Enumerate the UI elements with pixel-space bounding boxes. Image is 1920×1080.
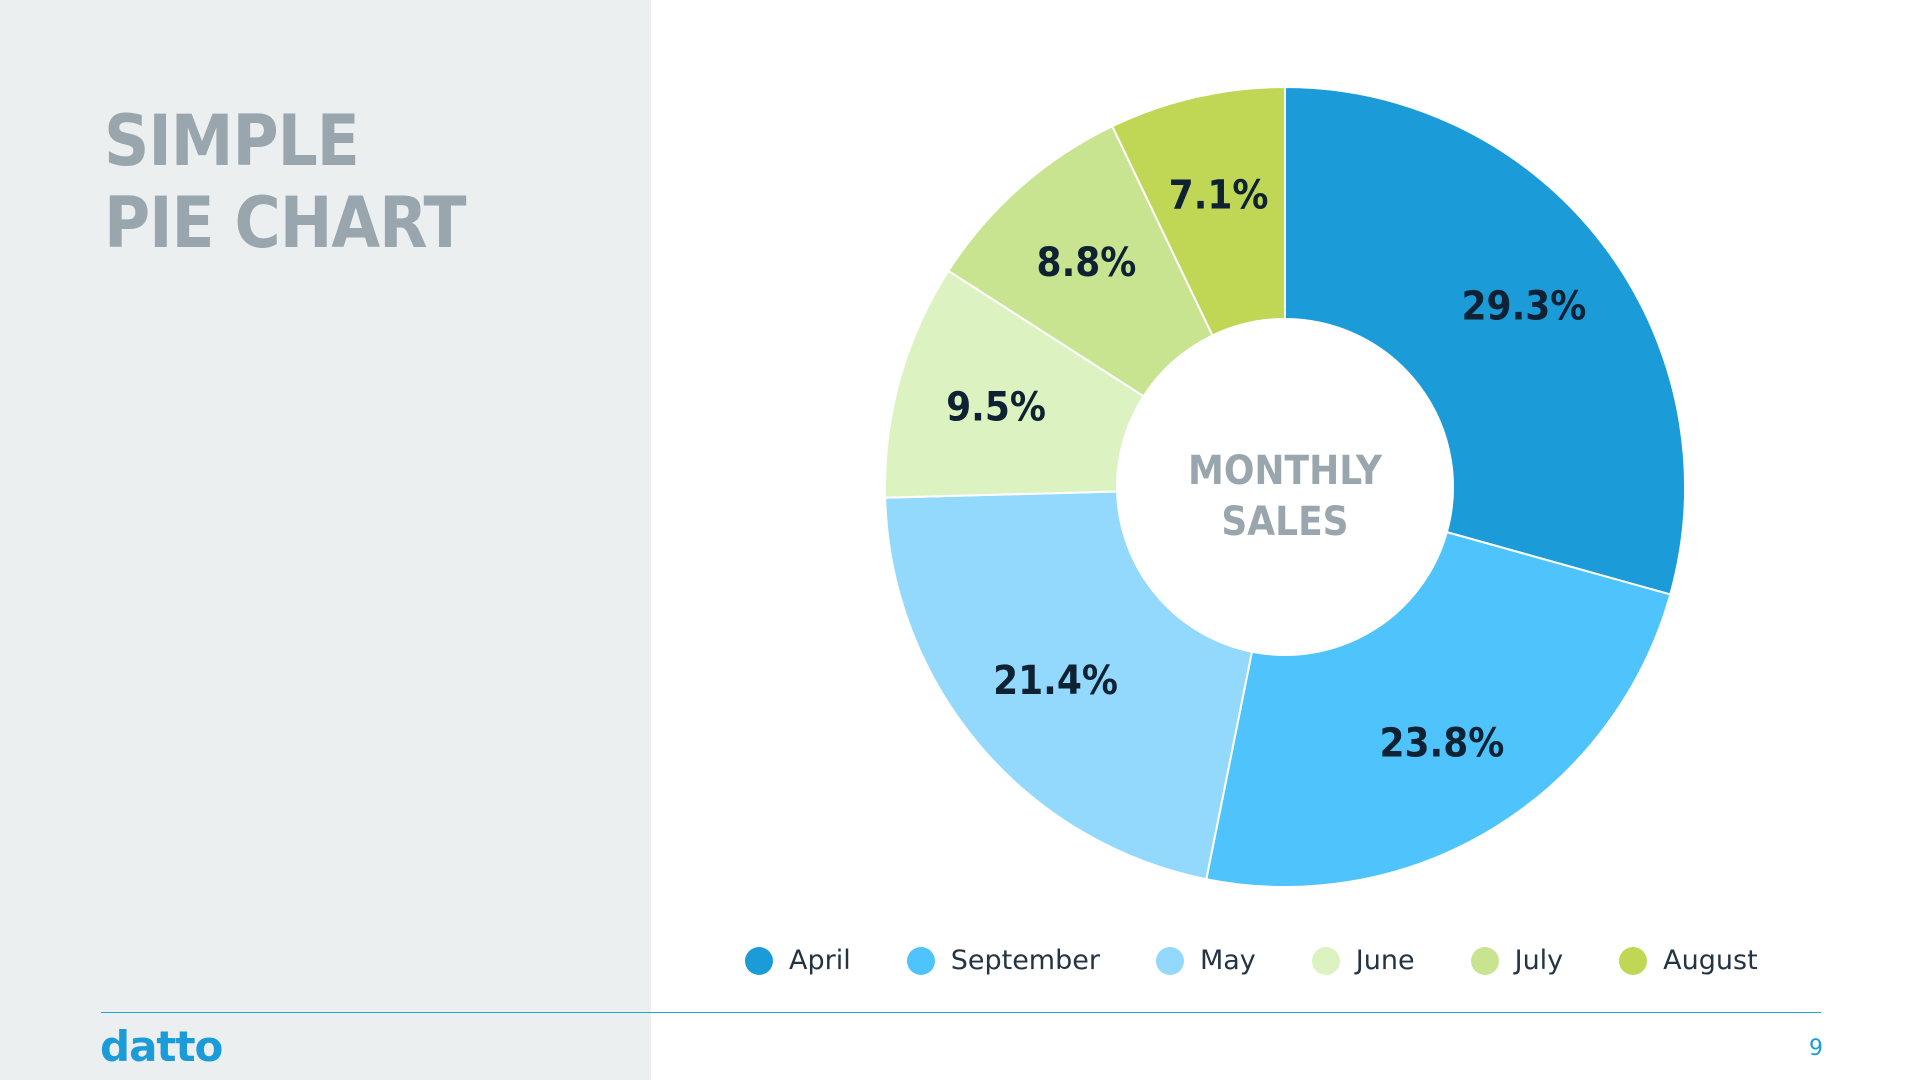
footer-divider	[101, 1012, 1821, 1013]
legend-item-june: June	[1311, 945, 1415, 976]
pie-slice-april	[1284, 85, 1686, 596]
legend-item-september: September	[906, 945, 1100, 976]
slide-title: SIMPLE PIE CHART	[104, 100, 466, 264]
data-label-april: 29.3%	[1462, 284, 1587, 330]
center-label-line-2: SALES	[1221, 499, 1348, 545]
center-label-line-1: MONTHLY	[1188, 448, 1383, 494]
pie-slice-september	[1205, 530, 1672, 888]
slide-title-line-2: PIE CHART	[104, 182, 466, 264]
page-number: 9	[1809, 1036, 1823, 1061]
legend-item-april: April	[745, 945, 851, 976]
legend-swatch	[1311, 946, 1340, 975]
legend-item-july: July	[1470, 945, 1564, 976]
pie-slice-august	[1110, 85, 1286, 337]
legend-item-may: May	[1155, 945, 1256, 976]
data-label-august: 7.1%	[1169, 172, 1269, 218]
legend-label: July	[1514, 945, 1564, 976]
slide-title-line-1: SIMPLE	[104, 100, 360, 182]
data-label-july: 8.8%	[1037, 240, 1137, 286]
pie-slice-may	[884, 490, 1254, 881]
data-label-june: 9.5%	[946, 384, 1046, 430]
chart-slices	[884, 85, 1686, 888]
legend-swatch	[906, 946, 935, 975]
legend-swatch	[745, 946, 773, 975]
legend-label: August	[1663, 945, 1758, 976]
left-panel	[0, 0, 651, 1080]
legend-swatch	[1619, 946, 1648, 975]
data-label-september: 23.8%	[1379, 721, 1504, 767]
legend-label: June	[1355, 945, 1415, 976]
donut-chart: 29.3% 23.8% 21.4% 9.5% 8.8% 7.1% MONTHLY SALE…	[884, 85, 1686, 888]
chart-legend: April September May June July August	[745, 945, 1758, 976]
legend-swatch	[1470, 946, 1499, 975]
legend-label: April	[789, 945, 851, 976]
pie-slice-june	[884, 269, 1146, 499]
legend-item-august: August	[1619, 945, 1758, 976]
data-label-may: 21.4%	[993, 658, 1118, 704]
brand-logo: datto	[100, 1022, 223, 1071]
legend-label: May	[1199, 945, 1256, 976]
chart-data-labels: 29.3% 23.8% 21.4% 9.5% 8.8% 7.1%	[946, 172, 1586, 766]
legend-label: September	[950, 945, 1100, 976]
pie-slice-july	[947, 124, 1214, 398]
legend-swatch	[1155, 946, 1184, 975]
